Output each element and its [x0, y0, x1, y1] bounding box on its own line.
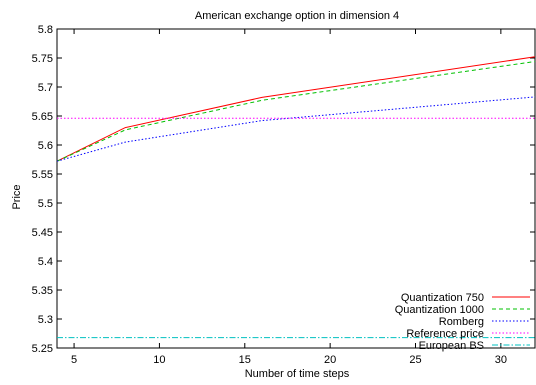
- y-tick-label: 5.5: [38, 198, 53, 210]
- series-line-0: [56, 56, 536, 162]
- x-axis: 5 10 15 20 25 30: [71, 29, 507, 366]
- y-tick-label: 5.25: [32, 343, 53, 355]
- x-tick-label: 5: [71, 354, 77, 366]
- x-tick-label: 25: [409, 354, 421, 366]
- y-tick-label: 5.55: [32, 169, 53, 181]
- legend-label: European BS: [419, 340, 484, 352]
- y-tick-label: 5.45: [32, 227, 53, 239]
- y-tick-label: 5.3: [38, 314, 53, 326]
- series-layer: [56, 56, 536, 339]
- x-tick-label: 20: [324, 354, 336, 366]
- legend-label: Quantization 750: [401, 292, 484, 304]
- series-line-1: [56, 61, 536, 162]
- y-tick-label: 5.7: [38, 82, 53, 94]
- plot-area: [56, 28, 536, 349]
- x-tick-label: 30: [495, 354, 507, 366]
- y-axis-label: Price: [11, 184, 23, 209]
- x-tick-label: 15: [239, 354, 251, 366]
- x-axis-label: Number of time steps: [245, 368, 350, 380]
- plot-frame: [56, 28, 536, 349]
- chart-title: American exchange option in dimension 4: [195, 10, 399, 22]
- y-tick-label: 5.65: [32, 111, 53, 123]
- y-tick-label: 5.4: [38, 256, 53, 268]
- x-tick-label: 10: [153, 354, 165, 366]
- legend-label: Quantization 1000: [395, 304, 484, 316]
- legend-label: Romberg: [439, 316, 484, 328]
- y-tick-label: 5.75: [32, 53, 53, 65]
- series-line-2: [56, 96, 536, 162]
- y-axis: 5.25 5.3 5.35 5.4 5.45 5.5 5.55 5.6 5.65 5.7 5.75 5…: [32, 24, 535, 355]
- y-tick-label: 5.35: [32, 285, 53, 297]
- y-tick-label: 5.6: [38, 140, 53, 152]
- y-tick-label: 5.8: [38, 24, 53, 36]
- legend-label: Reference price: [406, 328, 484, 340]
